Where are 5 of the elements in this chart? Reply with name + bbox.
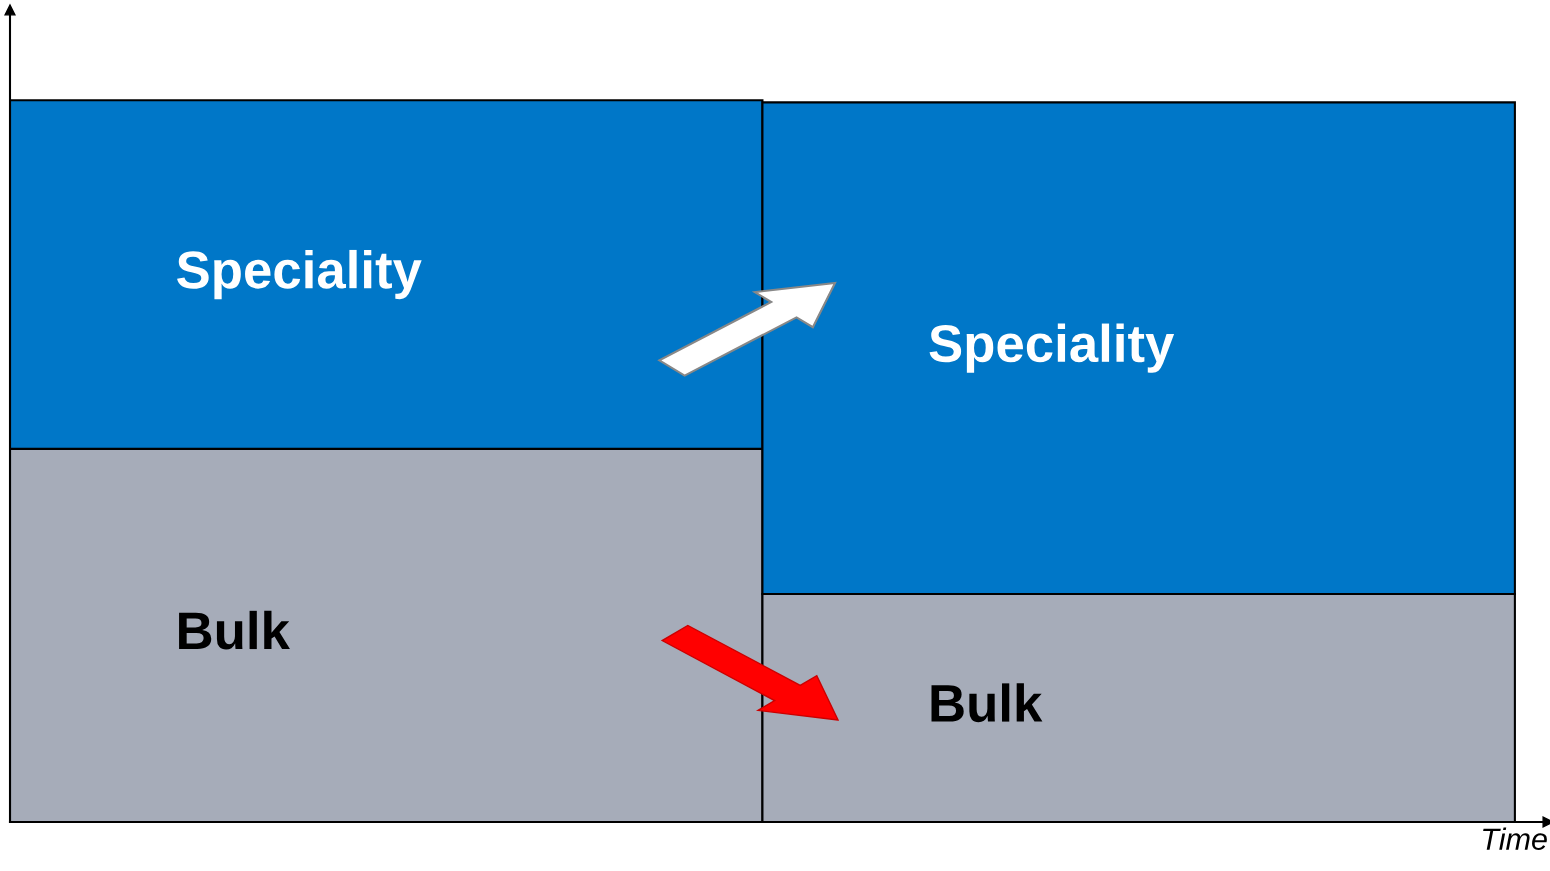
series-label: Bulk [931, 683, 1043, 723]
text: Speciality [929, 323, 1175, 373]
series-label: Speciality [177, 249, 422, 300]
text: Bulk [179, 610, 290, 650]
x-axis-title: Time [1483, 827, 1547, 850]
